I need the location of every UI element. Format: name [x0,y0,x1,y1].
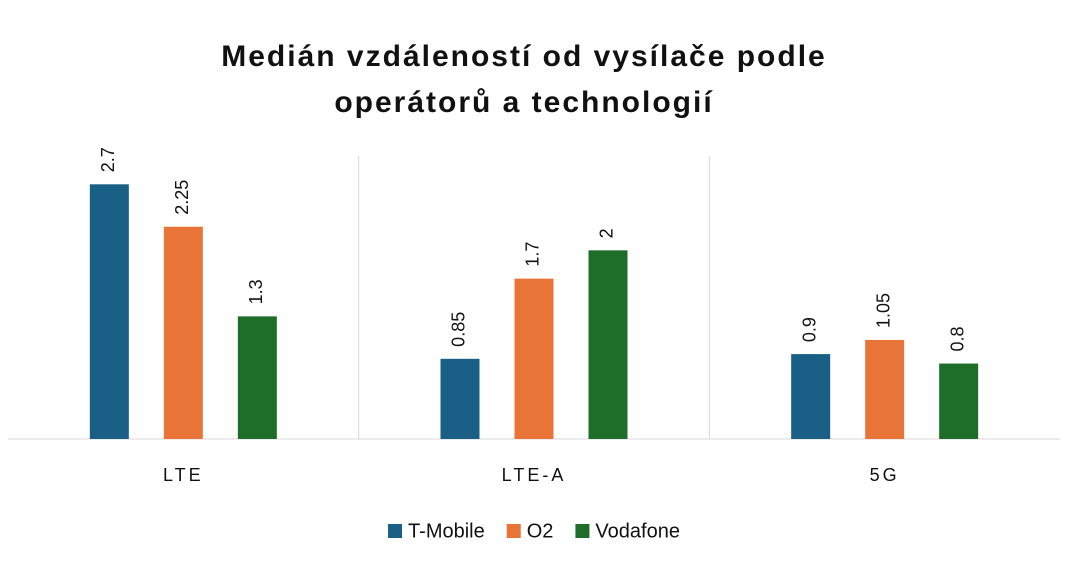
x-tick-label: 5G [870,465,900,485]
x-tick-label: LTE [163,465,204,485]
data-label: 2.7 [98,147,118,172]
data-label: 2.25 [172,180,192,215]
x-tick-label: LTE-A [502,465,567,485]
bar [791,354,831,439]
legend-swatch [506,524,521,538]
data-label: 1.7 [523,242,543,267]
data-label: 0.9 [799,317,819,342]
legend-swatch [575,524,590,538]
data-label: 0.85 [449,312,469,347]
bar [588,250,628,439]
bar [89,184,129,439]
bar [440,358,480,439]
chart-title: Medián vzdáleností od vysílače podle [221,40,826,73]
legend-label: O2 [527,520,554,542]
legend-label: Vodafone [595,520,680,542]
bar [939,363,979,439]
data-label: 1.05 [873,293,893,328]
data-label: 0.8 [947,327,967,352]
bar [163,226,203,439]
bar [514,278,554,439]
legend-swatch [388,524,403,538]
legend: T-Mobile O2 Vodafone [388,520,680,542]
data-label: 2 [597,228,617,238]
bar [237,316,277,439]
legend-label: T-Mobile [408,520,485,542]
chart-title: operátorů a technologií [334,86,713,119]
bar [865,339,905,439]
data-label: 1.3 [246,279,266,304]
